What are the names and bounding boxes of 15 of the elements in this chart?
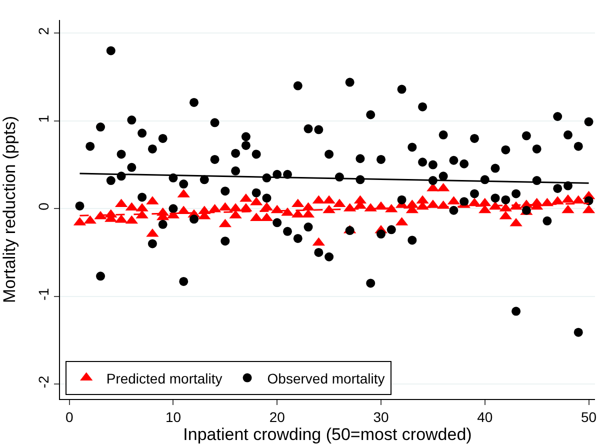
legend-label: Predicted mortality — [106, 370, 222, 386]
y-tick-label: 1 — [35, 114, 52, 123]
x-tick-label: 20 — [269, 408, 286, 425]
y-tick-label: -1 — [35, 288, 52, 300]
y-tick-label: 2 — [35, 26, 52, 35]
legend-label: Observed mortality — [267, 370, 385, 386]
x-tick-label: 40 — [477, 408, 493, 425]
x-tick-label: 10 — [165, 408, 182, 425]
y-axis-title: Mortality reduction (ppts) — [0, 116, 19, 304]
x-tick-label: 30 — [373, 408, 389, 425]
y-tick-label: -2 — [35, 376, 52, 388]
x-axis-title: Inpatient crowding (50=most crowded) — [183, 424, 472, 444]
x-tick-label: 50 — [580, 408, 597, 425]
x-tick-label: 0 — [65, 408, 74, 425]
y-tick-label: 0 — [35, 202, 52, 210]
